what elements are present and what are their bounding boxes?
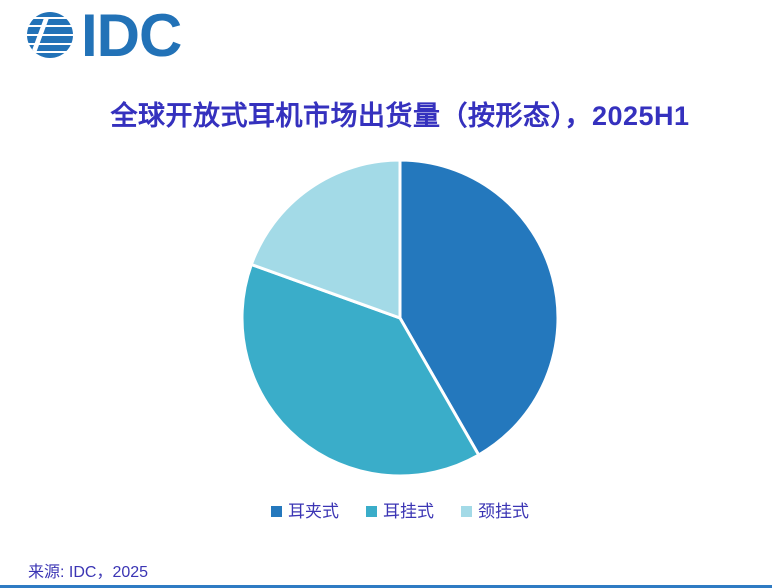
chart-legend: 耳夹式 耳挂式 颈挂式 [28, 503, 772, 520]
pie-slice-耳夹式 [398, 158, 560, 457]
legend-swatch-icon [366, 506, 377, 517]
legend-label: 颈挂式 [478, 502, 529, 521]
legend-swatch-icon [461, 506, 472, 517]
legend-label: 耳夹式 [288, 502, 339, 521]
pie-slice-耳挂式 [240, 262, 481, 478]
globe-icon [27, 12, 73, 58]
pie-chart [240, 158, 560, 478]
source-note: 来源: IDC，2025 [28, 564, 149, 581]
idc-logo-text: IDC [81, 9, 181, 61]
legend-item-earclip: 耳夹式 [271, 503, 339, 520]
idc-logo: IDC [24, 2, 194, 69]
legend-item-earhook: 耳挂式 [366, 503, 434, 520]
pie-slice-颈挂式 [249, 158, 402, 320]
legend-label: 耳挂式 [383, 502, 434, 521]
globe-slit [31, 18, 49, 53]
pie-slices [240, 158, 560, 478]
legend-swatch-icon [271, 506, 282, 517]
bottom-accent-line [0, 585, 772, 588]
idc-logo-graphic: IDC [27, 2, 182, 69]
chart-title: 全球开放式耳机市场出货量（按形态），2025H1 [110, 101, 690, 131]
legend-item-neckband: 颈挂式 [461, 503, 529, 520]
